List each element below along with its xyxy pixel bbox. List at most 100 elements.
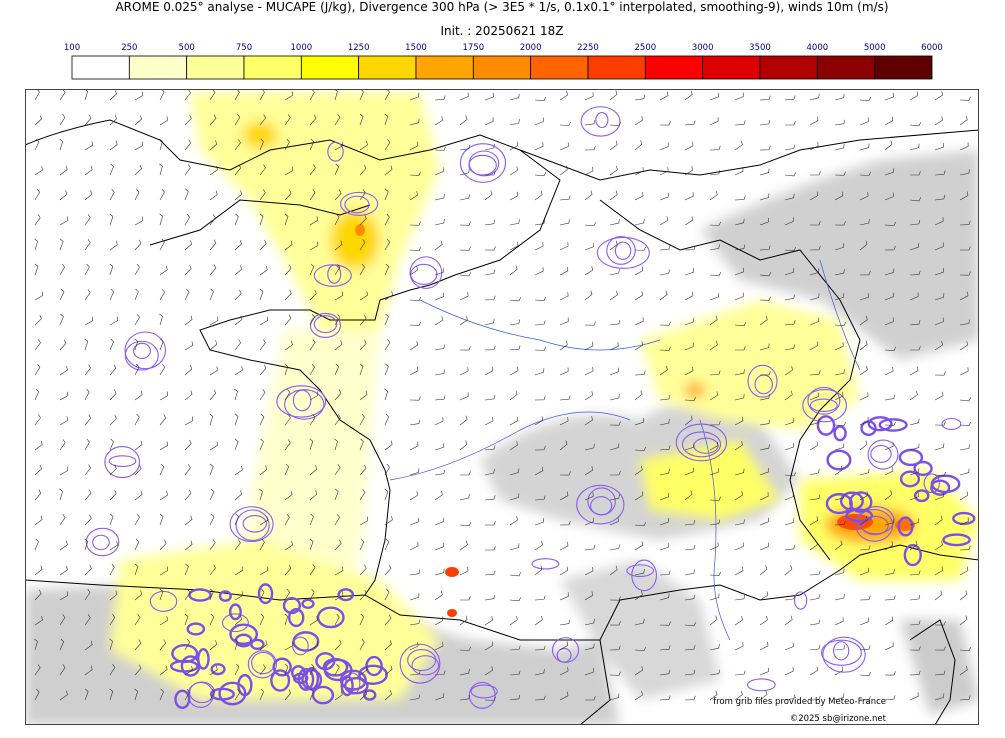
wind-barb [534,695,546,701]
wind-barb [684,645,696,651]
wind-barb [34,115,42,126]
wind-barb [59,690,68,701]
wind-barb [309,363,315,376]
wind-barb [784,95,796,101]
wind-barb [334,189,342,201]
contour-strong [878,418,908,432]
wind-barb [59,313,64,326]
wind-barb [134,239,142,251]
wind-barb [559,691,569,701]
wind-barb [934,391,944,401]
wind-barb [84,214,91,226]
wind-barb [834,593,845,601]
wind-barb [459,168,470,176]
wind-barb [259,239,267,251]
wind-barb [84,239,91,251]
contour-strong [816,415,836,436]
colorbar-segment [300,55,360,80]
wind-barb [234,663,240,676]
wind-barb [209,316,219,326]
wind-barb [909,219,921,226]
wind-barb [384,363,389,376]
wind-barb [59,263,65,276]
contour [809,398,838,412]
wind-barb [684,192,694,201]
wind-barb [459,440,468,451]
wind-barb [409,221,421,226]
wind-barb [284,340,293,351]
wind-barb [134,288,139,301]
colorbar-segment [472,55,532,80]
wind-barb [834,617,844,626]
wind-barb [534,219,546,226]
contour-strong [288,608,305,628]
contour-strong [913,460,933,476]
wind-barb [509,416,519,426]
wind-barb [734,346,746,351]
wind-barb [259,189,266,201]
wind-barb [859,617,869,626]
wind-barb [509,670,521,676]
contour-strong [899,470,921,488]
wind-barb [709,391,718,401]
wind-barb [734,369,745,376]
wind-barb [934,590,943,601]
wind-barb [184,563,189,576]
wind-barb [609,645,621,651]
contour [820,639,862,666]
contour-strong [218,681,247,706]
wind-barb [134,164,142,176]
wind-barb [34,664,41,676]
contour-strong [825,493,853,515]
wind-barb [159,566,169,576]
wind-barb [234,315,243,326]
wind-barb [634,291,643,301]
wind-barb [284,689,292,701]
wind-barb [109,263,114,276]
wind-barb [834,520,846,526]
wind-barb [534,595,546,601]
wind-barb [234,339,241,351]
wind-barb [34,138,40,151]
wind-barb [84,489,92,501]
wind-barb [559,121,571,126]
wind-barb [359,690,368,701]
wind-barb [309,513,314,526]
wind-barb [584,166,594,176]
contour [133,342,151,360]
wind-barb [609,393,620,401]
wind-barb [759,542,769,551]
wind-barb [134,639,142,651]
wind-barb [484,666,493,676]
wind-barb [359,113,364,126]
wind-barb [59,514,66,526]
wind-barb [134,390,143,401]
wind-barb [284,114,291,126]
wind-barb [509,219,520,226]
contour-strong [316,606,345,629]
colorbar-segment [128,55,188,80]
wind-barb [809,191,819,201]
colorbar-segment [243,55,302,80]
wind-barb [134,563,139,576]
wind-barb [584,643,595,651]
wind-barb [459,194,470,201]
wind-barb [934,293,945,301]
wind-barb [684,216,693,226]
wind-barb [459,92,469,101]
wind-barb [934,242,944,251]
wind-barb [734,292,744,301]
wind-barb [109,464,117,476]
contour [92,534,110,551]
wind-barb [709,169,721,176]
wind-barb [959,615,968,626]
wind-barb [309,89,315,101]
wind-barb [209,640,218,651]
map-title: AROME 0.025° analyse - MUCAPE (J/kg), Di… [115,0,888,14]
wind-barb [609,693,620,701]
wind-barb [709,690,718,701]
wind-barb [784,565,793,576]
wind-barb [59,591,69,601]
contour [855,509,894,542]
wind-barb [609,517,619,526]
